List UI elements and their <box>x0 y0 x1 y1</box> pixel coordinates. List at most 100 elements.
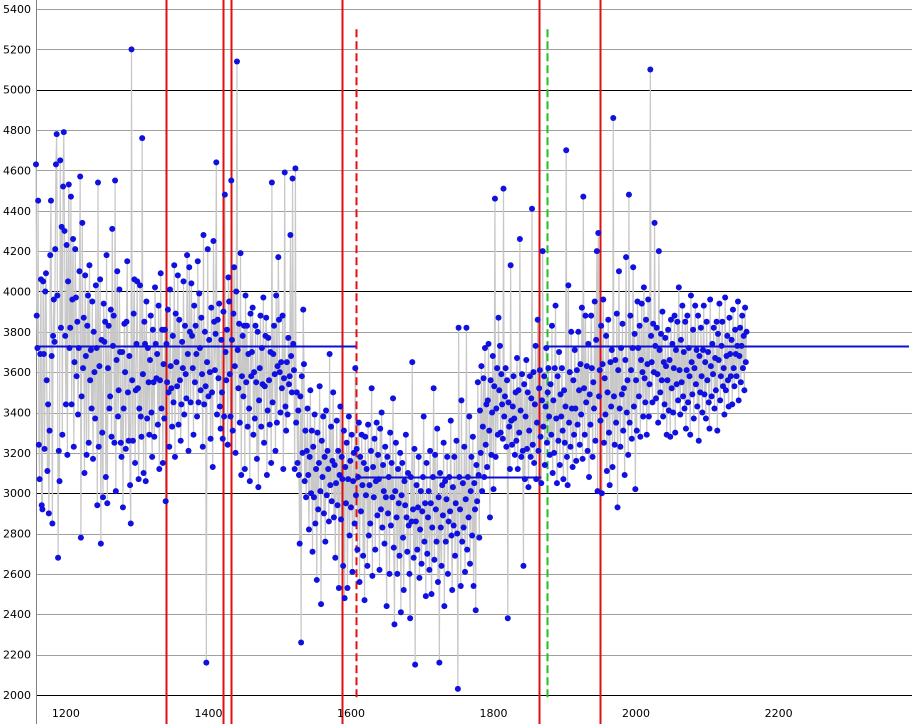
data-point <box>646 381 653 388</box>
data-point <box>638 300 645 307</box>
data-point <box>105 322 112 329</box>
data-point <box>116 286 123 293</box>
data-point <box>606 482 613 489</box>
data-point <box>81 470 88 477</box>
data-point <box>593 336 600 343</box>
data-point <box>157 270 164 277</box>
data-point <box>404 548 411 555</box>
data-point <box>236 320 243 327</box>
data-point <box>737 379 744 386</box>
data-point <box>88 405 95 412</box>
data-point <box>583 363 590 370</box>
data-point <box>119 504 126 511</box>
y-tick-label: 4600 <box>3 164 31 177</box>
data-point <box>340 427 347 434</box>
data-point <box>53 131 60 138</box>
data-point <box>233 58 240 65</box>
data-point <box>570 377 577 384</box>
data-point <box>620 427 627 434</box>
data-point <box>624 377 631 384</box>
data-point <box>371 435 378 442</box>
data-point <box>382 443 389 450</box>
data-point <box>448 532 455 539</box>
data-point <box>551 449 558 456</box>
data-point <box>103 252 110 259</box>
data-point <box>163 340 170 347</box>
data-point <box>255 484 262 491</box>
data-point <box>313 465 320 472</box>
data-point <box>324 447 331 454</box>
data-point <box>352 492 359 499</box>
data-point <box>97 540 104 547</box>
data-point <box>147 357 154 364</box>
data-point <box>633 377 640 384</box>
data-point <box>360 552 367 559</box>
data-point <box>591 298 598 305</box>
data-point <box>240 393 247 400</box>
data-point <box>40 351 47 357</box>
data-point <box>65 278 72 285</box>
data-point <box>422 500 429 507</box>
data-point <box>493 405 500 412</box>
data-point <box>417 526 424 533</box>
data-point <box>430 385 437 392</box>
data-point <box>402 502 409 509</box>
data-point <box>158 405 165 412</box>
data-point <box>657 389 664 396</box>
data-point <box>74 318 81 325</box>
data-point <box>538 480 545 487</box>
data-point <box>706 425 713 432</box>
data-point <box>139 135 146 142</box>
data-point <box>642 399 649 406</box>
data-point <box>536 385 543 392</box>
data-point <box>284 411 291 418</box>
data-point <box>285 334 292 341</box>
data-point <box>268 179 275 186</box>
data-point <box>414 504 421 511</box>
data-point <box>290 367 297 374</box>
data-point <box>557 391 564 398</box>
data-point <box>492 453 499 460</box>
data-point <box>578 411 585 418</box>
data-point <box>377 425 384 432</box>
x-tick-label: 1400 <box>194 707 222 720</box>
data-point <box>635 344 642 351</box>
data-point <box>669 340 676 347</box>
data-point <box>645 413 652 420</box>
data-point <box>68 401 75 408</box>
data-point <box>288 389 295 396</box>
data-point <box>256 397 263 404</box>
data-point <box>106 405 113 412</box>
data-point <box>515 387 522 394</box>
data-point <box>399 459 406 466</box>
data-point <box>261 439 268 446</box>
data-point <box>688 359 695 366</box>
data-point <box>209 463 216 470</box>
data-point <box>526 373 533 380</box>
data-point <box>499 401 506 408</box>
data-point <box>41 445 48 452</box>
data-point <box>168 385 175 392</box>
data-point <box>700 302 707 309</box>
data-point <box>596 393 602 400</box>
data-point <box>739 312 746 319</box>
data-point <box>475 472 482 479</box>
data-point <box>330 389 337 396</box>
data-point <box>164 306 171 313</box>
data-point <box>220 308 227 315</box>
data-point <box>677 411 684 418</box>
data-point <box>177 437 184 444</box>
data-point <box>568 328 575 335</box>
data-point <box>392 488 399 495</box>
data-point <box>86 262 93 269</box>
data-point <box>369 572 376 579</box>
data-point <box>274 363 281 370</box>
data-point <box>104 365 111 372</box>
data-point <box>412 661 419 668</box>
data-point <box>345 413 352 420</box>
data-point <box>614 504 621 511</box>
data-point <box>733 373 740 380</box>
data-point <box>525 484 532 491</box>
data-point <box>295 407 302 414</box>
data-point <box>588 365 595 372</box>
